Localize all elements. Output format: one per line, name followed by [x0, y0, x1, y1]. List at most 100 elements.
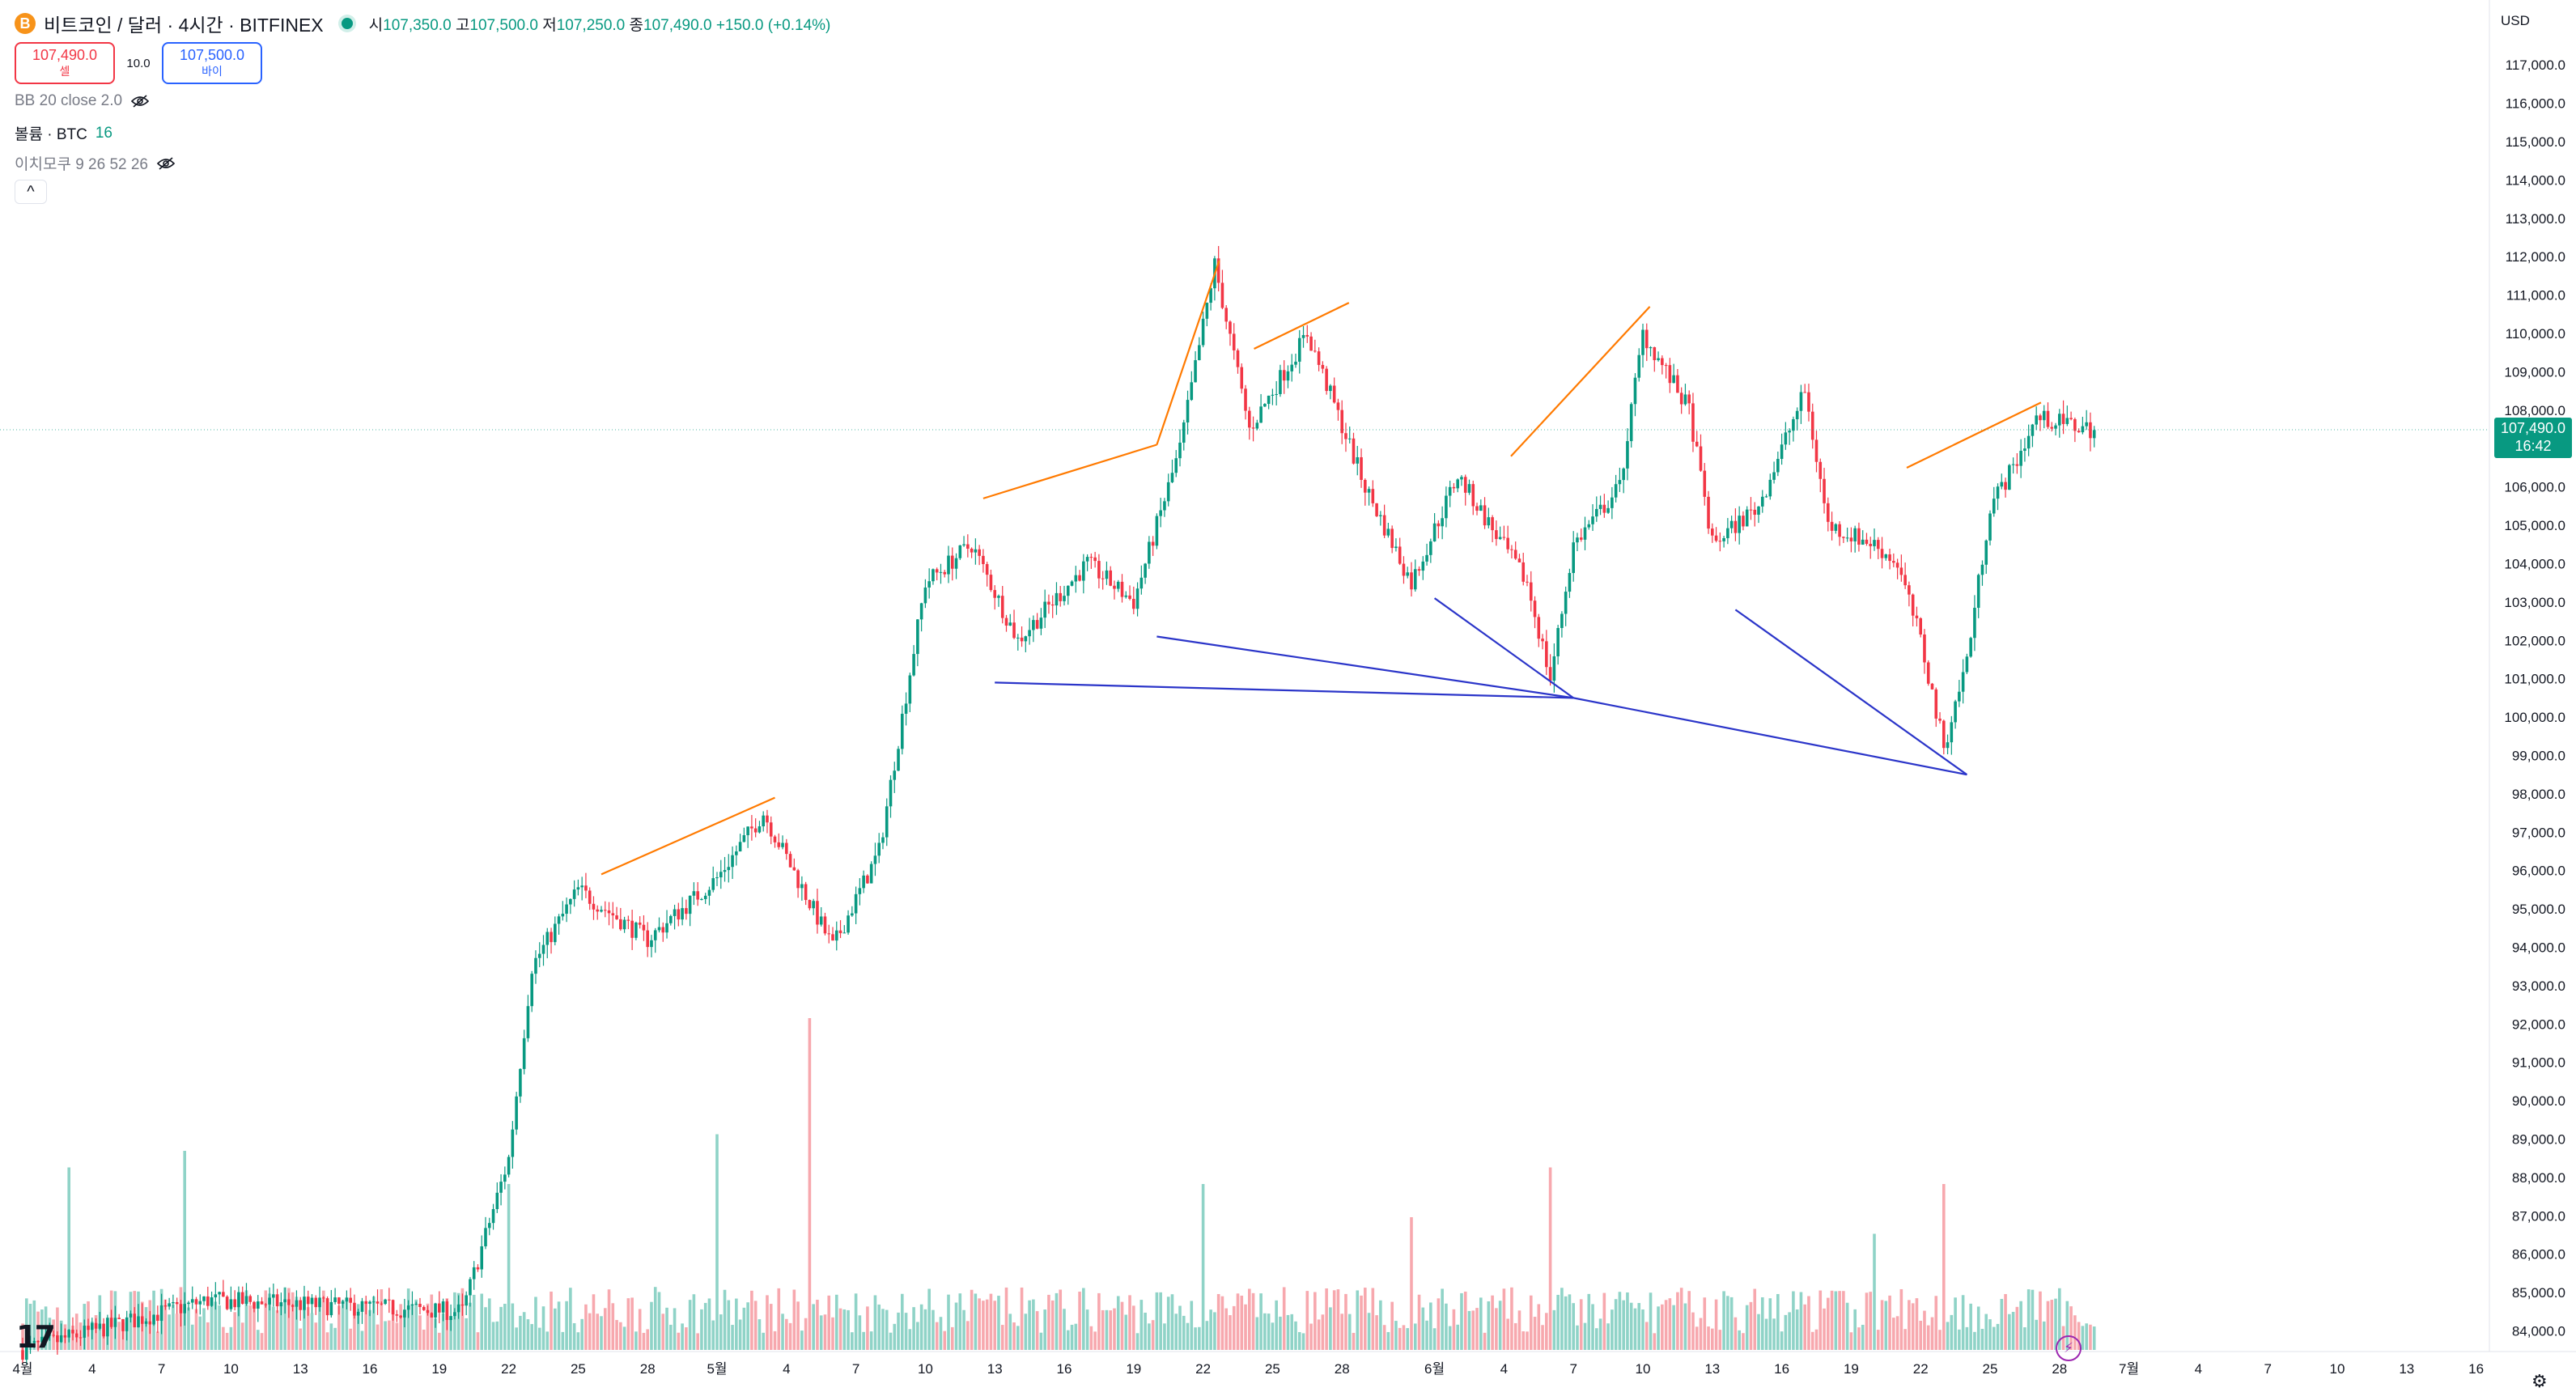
volume-bar — [1992, 1326, 1996, 1350]
flash-icon[interactable]: ⚡ — [2056, 1335, 2082, 1361]
volume-bar — [758, 1319, 762, 1350]
volume-bar — [753, 1301, 758, 1350]
candle-body — [260, 1301, 264, 1305]
resistance-trendline[interactable] — [1254, 302, 1350, 350]
support-trendline[interactable] — [995, 681, 1574, 699]
volume-bar — [1996, 1323, 2000, 1350]
volume-bar — [897, 1312, 900, 1350]
volume-bar — [792, 1289, 796, 1350]
volume-bar — [279, 1304, 283, 1350]
buy-button[interactable]: 107,500.0 바이 — [162, 42, 262, 84]
candle-body — [1128, 595, 1131, 599]
resistance-trendline[interactable] — [1156, 260, 1220, 445]
volume-bar — [264, 1290, 268, 1350]
volume-bar — [1498, 1301, 1502, 1350]
volume-bar — [163, 1299, 168, 1350]
candle-body — [1973, 608, 1976, 639]
candle-body — [738, 842, 742, 852]
trendlines[interactable] — [601, 260, 2042, 876]
resistance-trendline[interactable] — [1510, 306, 1651, 457]
volume-bar — [1240, 1295, 1244, 1350]
candle-body — [1166, 482, 1170, 502]
time-tick-label: 4 — [783, 1361, 790, 1377]
candle-body — [256, 1301, 260, 1309]
candle-body — [800, 884, 804, 889]
candle-body — [1236, 350, 1240, 367]
indicator-ichimoku[interactable]: 이치모쿠 9 26 52 26 — [15, 152, 176, 174]
volume-bar — [1078, 1291, 1081, 1350]
resistance-trendline[interactable] — [601, 796, 775, 876]
candle-body — [1012, 622, 1016, 639]
time-tick-label: 25 — [571, 1361, 586, 1377]
volume-bar — [21, 1323, 24, 1350]
volume-bar — [1050, 1300, 1055, 1350]
tradingview-logo-icon[interactable]: 17 — [16, 1319, 56, 1355]
volume-bar — [318, 1301, 321, 1350]
volume-bar — [325, 1332, 329, 1350]
volume-bar — [1869, 1292, 1873, 1350]
volume-bar — [1271, 1322, 1275, 1350]
currency-label[interactable]: USD — [2501, 13, 2530, 28]
candle-body — [137, 1316, 140, 1328]
volume-bar — [550, 1291, 553, 1350]
candle-body — [1429, 541, 1432, 555]
candle-body — [537, 953, 541, 958]
candle-body — [1240, 367, 1244, 389]
volume-bar — [2081, 1326, 2085, 1350]
volume-bar — [1930, 1317, 1934, 1350]
resistance-trendline[interactable] — [1906, 401, 2042, 469]
candle-body — [665, 923, 668, 933]
volume-bar — [1282, 1287, 1286, 1350]
candle-body — [507, 1156, 511, 1175]
candle-body — [1487, 517, 1491, 526]
collapse-legend-chevron-up-icon[interactable]: ^ — [15, 180, 47, 204]
candle-body — [1229, 321, 1232, 334]
candle-body — [550, 932, 553, 943]
volume-bar — [1166, 1297, 1170, 1350]
volume-bar — [1059, 1289, 1063, 1350]
time-tick-label: 4 — [88, 1361, 95, 1377]
volume-bar — [56, 1307, 59, 1350]
volume-bar — [303, 1300, 306, 1350]
candle-body — [341, 1301, 345, 1304]
volume-bar — [974, 1293, 978, 1350]
hidden-eye-icon[interactable] — [130, 95, 150, 108]
candle-body — [997, 596, 1000, 598]
volume-bar — [1614, 1299, 1618, 1350]
candle-body — [329, 1301, 333, 1316]
candle-body — [175, 1301, 179, 1305]
support-trendline[interactable] — [1734, 609, 1968, 776]
volume-bar — [484, 1307, 487, 1350]
candle-body — [1182, 422, 1186, 443]
support-trendline[interactable] — [1572, 697, 1967, 776]
settings-gear-icon[interactable]: ⚙ — [2531, 1371, 2548, 1391]
sell-button[interactable]: 107,490.0 셀 — [15, 42, 115, 84]
volume-bar — [950, 1326, 954, 1350]
candle-body — [1834, 524, 1838, 531]
candle-body — [758, 826, 762, 833]
candle-body — [935, 569, 939, 573]
support-trendline[interactable] — [1156, 635, 1574, 699]
open-label: 시 — [368, 16, 384, 34]
candle-body — [1961, 672, 1965, 692]
candle-body — [1364, 479, 1367, 493]
volume-bar — [657, 1292, 661, 1350]
price-axis-ticks[interactable]: 117,000.0 116,000.0 115,000.0 114,000.0 113,… — [2504, 57, 2565, 1339]
volume-bar — [1425, 1320, 1428, 1350]
candle-body — [1198, 345, 1201, 361]
candle-body — [1209, 288, 1212, 303]
symbol-title[interactable]: 비트코인 / 달러 · 4시간 · BITFINEX — [44, 15, 324, 36]
volume-bar — [172, 1304, 175, 1350]
support-trendline[interactable] — [1433, 597, 1574, 699]
resistance-trendline[interactable] — [982, 443, 1157, 499]
candle-body — [1899, 567, 1903, 575]
indicator-volume[interactable]: 볼륨 · BTC 16 — [15, 122, 112, 144]
hidden-eye-icon[interactable] — [156, 156, 176, 170]
candle-body — [1803, 392, 1806, 393]
volume-bar — [526, 1319, 530, 1350]
indicator-bb[interactable]: BB 20 close 2.0 — [15, 92, 150, 110]
time-axis-ticks[interactable]: 4월 4 7 10 13 16 19 22 25 28 5월 4 7 10 13 16 19 22 25 28 6월 4 7… — [12, 1361, 2484, 1377]
time-tick-label: 13 — [293, 1361, 308, 1377]
volume-bar — [554, 1308, 557, 1350]
